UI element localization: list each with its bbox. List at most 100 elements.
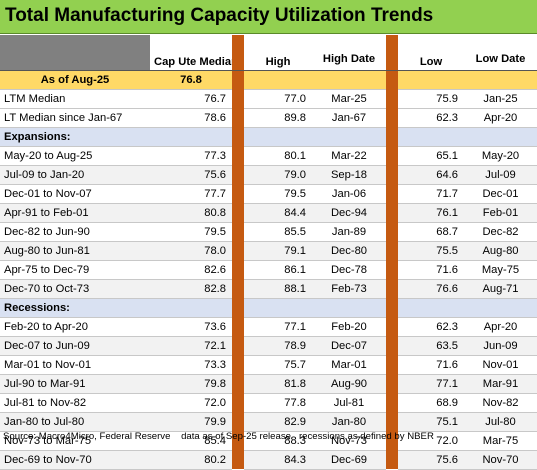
source-text: Source: Macro4Micro, Federal Reserve [3, 431, 171, 442]
column-separator [386, 146, 398, 165]
empty-cell [244, 70, 312, 90]
median-value: 73.3 [150, 355, 232, 375]
low-value: 68.9 [398, 393, 464, 413]
column-separator [386, 260, 398, 279]
row-label: May-20 to Aug-25 [0, 146, 150, 166]
header-row: Cap Ute Median High High Date Low Low Da… [0, 35, 537, 71]
row-label: Apr-75 to Dec-79 [0, 260, 150, 280]
column-separator [386, 450, 398, 469]
expansion-row: May-20 to Aug-25 77.3 80.1 Mar-22 65.1 May-20 [0, 146, 537, 166]
low-value: 62.3 [398, 317, 464, 337]
row-label: Aug-80 to Jun-81 [0, 241, 150, 261]
expansion-row: Apr-91 to Feb-01 80.8 84.4 Dec-94 76.1 Feb-01 [0, 203, 537, 223]
high-value: 77.0 [244, 89, 312, 109]
median-value: 82.6 [150, 260, 232, 280]
high-date: Dec-78 [312, 260, 386, 280]
column-separator [232, 279, 244, 298]
high-value: 79.1 [244, 241, 312, 261]
recession-row: Dec-69 to Nov-70 80.2 84.3 Dec-69 75.6 Nov-70 [0, 450, 537, 470]
high-value: 86.1 [244, 260, 312, 280]
column-separator [386, 222, 398, 241]
recession-row: Jul-90 to Mar-91 79.8 81.8 Aug-90 77.1 Mar-91 [0, 374, 537, 394]
low-value: 64.6 [398, 165, 464, 185]
high-value: 81.8 [244, 374, 312, 394]
empty-cell [244, 127, 312, 147]
high-date: Sep-18 [312, 165, 386, 185]
column-separator [386, 336, 398, 355]
median-value: 78.6 [150, 108, 232, 128]
header-high: High [244, 35, 312, 71]
empty-cell [312, 70, 386, 90]
summary-row: LTM Median 76.7 77.0 Mar-25 75.9 Jan-25 [0, 89, 537, 109]
column-separator [386, 241, 398, 260]
low-date: Jun-09 [464, 336, 537, 356]
high-value: 77.1 [244, 317, 312, 337]
header-low-date: Low Date [464, 35, 537, 71]
low-date: May-75 [464, 260, 537, 280]
row-label: Jan-80 to Jul-80 [0, 412, 150, 432]
empty-cell [398, 127, 464, 147]
high-date: Feb-73 [312, 279, 386, 299]
median-value: 77.3 [150, 146, 232, 166]
high-date: Mar-25 [312, 89, 386, 109]
row-label: Jul-90 to Mar-91 [0, 374, 150, 394]
column-separator [232, 298, 244, 317]
row-label: Dec-82 to Jun-90 [0, 222, 150, 242]
low-date: Nov-01 [464, 355, 537, 375]
empty-cell [244, 298, 312, 318]
high-date: Jan-67 [312, 108, 386, 128]
column-separator [232, 260, 244, 279]
low-value: 76.6 [398, 279, 464, 299]
median-value: 82.8 [150, 279, 232, 299]
column-separator [232, 374, 244, 393]
median-value: 80.2 [150, 450, 232, 470]
low-date: Aug-80 [464, 241, 537, 261]
column-separator [386, 393, 398, 412]
empty-cell [464, 298, 537, 318]
empty-cell [312, 127, 386, 147]
column-separator [232, 412, 244, 431]
row-label: LT Median since Jan-67 [0, 108, 150, 128]
median-value: 72.0 [150, 393, 232, 413]
high-value: 84.3 [244, 450, 312, 470]
row-label: Apr-91 to Feb-01 [0, 203, 150, 223]
capacity-utilization-table: Cap Ute Median High High Date Low Low Da… [0, 35, 537, 470]
column-separator [232, 146, 244, 165]
low-date: Dec-01 [464, 184, 537, 204]
high-value: 79.0 [244, 165, 312, 185]
header-high-date: High Date [312, 35, 386, 71]
expansion-row: Dec-82 to Jun-90 79.5 85.5 Jan-89 68.7 Dec-82 [0, 222, 537, 242]
high-value: 77.8 [244, 393, 312, 413]
low-date: Jul-80 [464, 412, 537, 432]
high-date: Dec-69 [312, 450, 386, 470]
low-value: 68.7 [398, 222, 464, 242]
expansion-row: Aug-80 to Jun-81 78.0 79.1 Dec-80 75.5 Aug-80 [0, 241, 537, 261]
high-date: Feb-20 [312, 317, 386, 337]
header-cap-ute-median: Cap Ute Median [150, 35, 232, 71]
page-title: Total Manufacturing Capacity Utilization… [5, 5, 434, 26]
low-value: 62.3 [398, 108, 464, 128]
low-value: 71.7 [398, 184, 464, 204]
row-label: Dec-70 to Oct-73 [0, 279, 150, 299]
header-blank-cell [0, 35, 150, 71]
low-value: 75.9 [398, 89, 464, 109]
high-date: Aug-90 [312, 374, 386, 394]
column-separator [386, 203, 398, 222]
high-value: 89.8 [244, 108, 312, 128]
column-separator [232, 450, 244, 469]
low-date: Dec-82 [464, 222, 537, 242]
high-date: Mar-01 [312, 355, 386, 375]
column-separator [386, 165, 398, 184]
recession-row: Jul-81 to Nov-82 72.0 77.8 Jul-81 68.9 Nov-82 [0, 393, 537, 413]
column-separator [232, 241, 244, 260]
column-separator [232, 336, 244, 355]
column-separator [232, 35, 244, 71]
data-note: data as of Sep-25 release [181, 431, 291, 442]
median-value: 73.6 [150, 317, 232, 337]
column-separator [232, 203, 244, 222]
column-separator [232, 222, 244, 241]
row-label: Dec-01 to Nov-07 [0, 184, 150, 204]
median-value: 78.0 [150, 241, 232, 261]
expansion-row: Dec-70 to Oct-73 82.8 88.1 Feb-73 76.6 Aug-71 [0, 279, 537, 299]
column-separator [232, 127, 244, 146]
